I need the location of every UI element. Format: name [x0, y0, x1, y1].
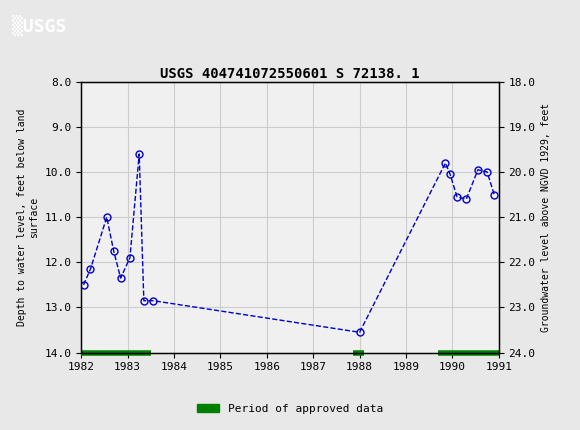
Legend: Period of approved data: Period of approved data [193, 399, 387, 418]
Y-axis label: Groundwater level above NGVD 1929, feet: Groundwater level above NGVD 1929, feet [541, 103, 551, 332]
Y-axis label: Depth to water level, feet below land
surface: Depth to water level, feet below land su… [17, 108, 39, 326]
Text: USGS 404741072550601 S 72138. 1: USGS 404741072550601 S 72138. 1 [160, 67, 420, 81]
Text: ▒USGS: ▒USGS [12, 15, 66, 37]
